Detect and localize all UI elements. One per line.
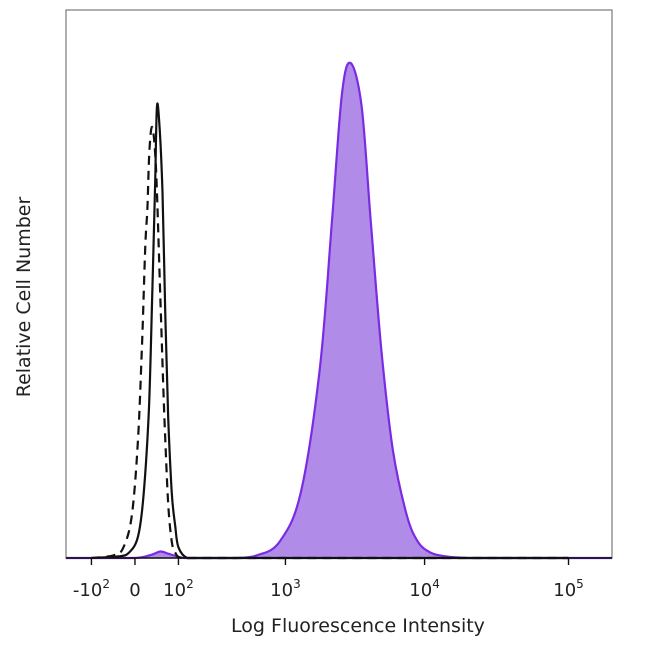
series-3-area bbox=[66, 62, 612, 558]
x-tick-label-3: 103 bbox=[270, 577, 301, 601]
x-tick-label-5: 105 bbox=[553, 577, 584, 601]
x-tick-label-2: 102 bbox=[163, 577, 194, 601]
x-tick-label-1: 0 bbox=[129, 580, 140, 601]
x-tick-label-4: 104 bbox=[409, 577, 440, 601]
x-tick-layer: -102 0 102 103 104 105 bbox=[73, 558, 584, 601]
series-1-line bbox=[91, 125, 569, 560]
y-axis-title: Relative Cell Number bbox=[13, 197, 35, 398]
x-tick-label-0: -102 bbox=[73, 577, 110, 601]
x-axis-title: Log Fluorescence Intensity bbox=[231, 615, 485, 637]
series-3-line bbox=[66, 61, 612, 560]
